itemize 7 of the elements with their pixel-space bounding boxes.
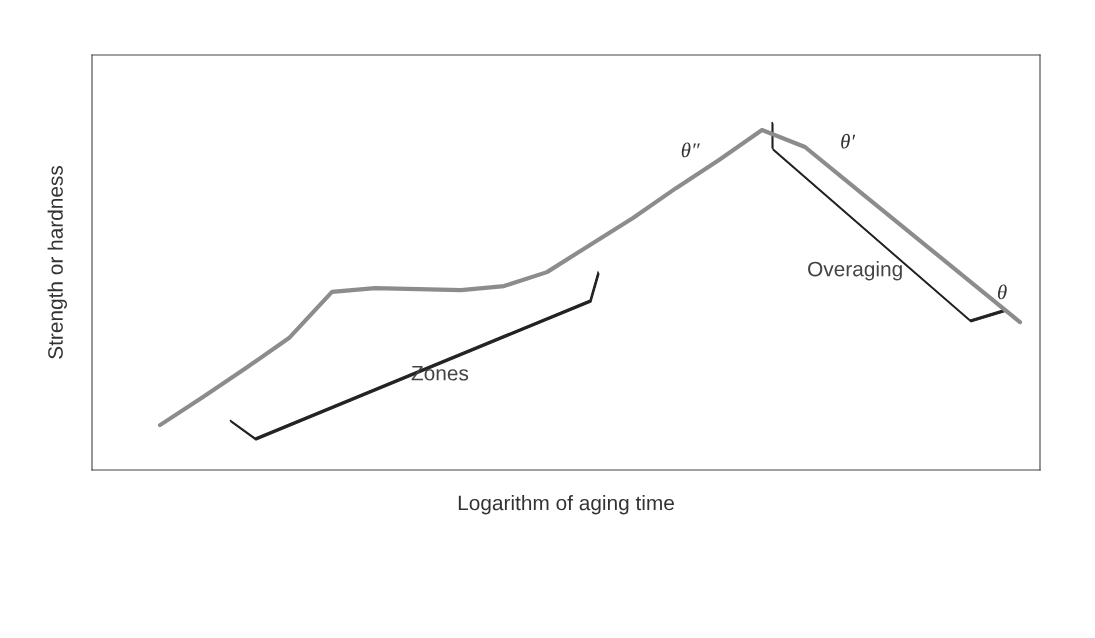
annotation: θ: [997, 284, 1007, 300]
x-axis-title: Logarithm of aging time: [458, 495, 674, 515]
annotation: Zones: [411, 366, 469, 381]
annotation: θ″: [681, 142, 700, 158]
annotation: Overaging: [808, 261, 902, 281]
annotation: θ′: [841, 133, 856, 149]
y-axis-title: Strength or hardness: [47, 165, 67, 359]
